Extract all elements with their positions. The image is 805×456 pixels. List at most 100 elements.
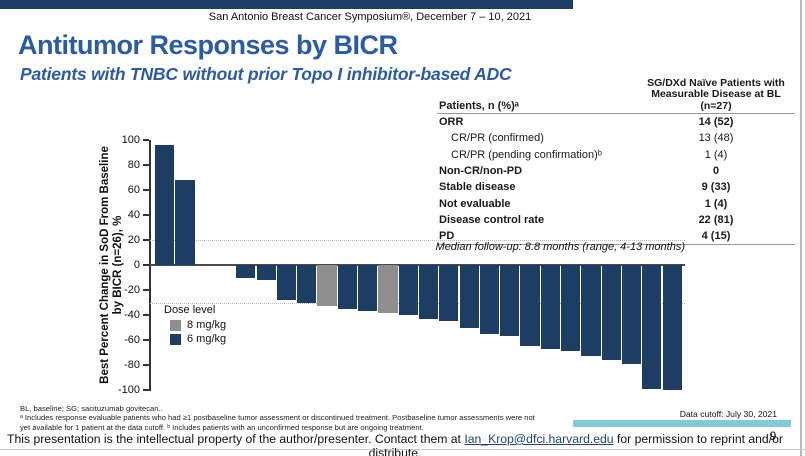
table-row: CR/PR (pending confirmation)ᵇ 1 (4) (437, 147, 795, 163)
legend-swatch-8mg (170, 319, 181, 331)
y-axis-tick-label: 80 (127, 158, 140, 171)
table-row: Not evaluable 1 (4) (437, 195, 795, 211)
table-row-label: PD (439, 230, 455, 243)
reference-line (150, 240, 685, 241)
y-axis-tick-label: 20 (127, 233, 140, 246)
waterfall-chart: Median follow-up: 8.8 months (range, 4-1… (118, 134, 685, 396)
table-row-label: ORR (439, 116, 464, 129)
footer-text-after: for permission to reprint and/or distrib… (368, 432, 783, 456)
y-axis-tick (143, 214, 149, 216)
waterfall-bar (601, 265, 621, 360)
waterfall-bar (662, 265, 682, 390)
y-axis-tick (143, 389, 149, 391)
y-axis-tick-label: 100 (121, 133, 140, 146)
y-axis-tick-label: 0 (133, 258, 140, 271)
waterfall-bar (297, 265, 317, 303)
waterfall-bar (317, 265, 337, 307)
waterfall-bar (540, 265, 560, 349)
y-axis-line (149, 140, 151, 391)
table-row: ORR 14 (52) (437, 114, 795, 130)
table-row: Stable disease 9 (33) (437, 179, 795, 195)
y-axis-tick (143, 239, 149, 241)
y-axis-tick (143, 139, 149, 141)
contact-email-link[interactable]: Ian_Krop@dfci.harvard.edu (464, 432, 614, 446)
y-axis-tick-label: -60 (124, 333, 140, 346)
y-axis-tick-label: -40 (124, 308, 140, 321)
table-col2-header-line3: (n=27) (700, 99, 732, 112)
window-right-edge (800, 0, 802, 456)
table-row-label: Not evaluable (439, 197, 511, 210)
footer-text-before: This presentation is the intellectual pr… (7, 432, 465, 446)
y-axis-tick (143, 189, 149, 191)
legend-title: Dose level (164, 304, 216, 316)
waterfall-bar (398, 265, 418, 315)
waterfall-bar (520, 265, 540, 347)
waterfall-bar (236, 265, 256, 278)
table-row-label: Stable disease (439, 181, 516, 194)
table-col2-header-line1: SG/DXd Naïve Patients with (647, 77, 785, 90)
table-row-value: 1 (4) (704, 148, 728, 161)
x-axis-line (150, 264, 685, 266)
y-axis-tick (143, 264, 149, 266)
footnote-line: yet available for 1 patient at the data … (20, 422, 424, 432)
slide-bottom-rule (0, 449, 805, 450)
waterfall-bar (155, 145, 175, 265)
top-accent-bar (0, 0, 573, 9)
legend-label-6mg: 6 mg/kg (187, 333, 227, 345)
y-axis-tick-label: -20 (124, 283, 140, 296)
table-row-value: 4 (15) (701, 230, 731, 243)
table-row-value: 0 (712, 165, 720, 178)
table-row: Non-CR/non-PD 0 (437, 163, 795, 179)
table-body: ORR 14 (52) CR/PR (confirmed) 13 (48) CR/PR … (437, 114, 795, 244)
waterfall-bar (175, 180, 195, 265)
table-row-value: 22 (81) (698, 213, 734, 226)
y-axis-tick (143, 339, 149, 341)
response-table: Patients, n (%)ᵃ SG/DXd Naïve Patients w… (437, 77, 795, 246)
table-col2-header-line2: Measurable Disease at BL (651, 88, 781, 101)
waterfall-bar (378, 265, 398, 313)
footnote-line: ᵃ Includes response evaluable patients w… (20, 413, 535, 423)
legend-item-8mg: 8 mg/kg (170, 319, 226, 331)
waterfall-bar (358, 265, 378, 312)
table-header-rule (437, 113, 795, 114)
data-cutoff-label: Data cutoff: July 30, 2021 (679, 409, 777, 419)
table-row-label: CR/PR (confirmed) (451, 132, 544, 145)
conference-header: San Antonio Breast Cancer Symposium®, De… (208, 11, 532, 23)
table-row: PD 4 (15) (437, 228, 795, 244)
page-subtitle: Patients with TNBC without prior Topo I … (20, 64, 512, 84)
y-axis-tick (143, 164, 149, 166)
table-row-value: 1 (4) (704, 197, 728, 210)
table-row: Disease control rate 22 (81) (437, 212, 795, 228)
table-row-label: CR/PR (pending confirmation)ᵇ (451, 148, 602, 161)
waterfall-bar (418, 265, 439, 319)
table-row-value: 14 (52) (698, 116, 734, 129)
waterfall-bar (561, 265, 581, 352)
waterfall-bar (581, 265, 601, 357)
dose-legend: Dose level 8 mg/kg 6 mg/kg (164, 304, 226, 345)
y-axis-tick (143, 364, 149, 366)
table-row-label: Disease control rate (439, 213, 545, 226)
y-axis-tick (143, 314, 149, 316)
y-axis-tick-label: 40 (127, 208, 140, 221)
y-axis-tick-label: -80 (124, 358, 140, 371)
y-axis-tick-label: 60 (127, 183, 140, 196)
legend-swatch-6mg (170, 333, 181, 345)
waterfall-bar (621, 265, 642, 364)
response-table-header: Patients, n (%)ᵃ SG/DXd Naïve Patients w… (437, 77, 795, 113)
waterfall-bar (500, 265, 520, 337)
footnotes: BL, baseline; SG; sacituzumab govitecan.… (20, 404, 590, 432)
waterfall-bar (479, 265, 500, 334)
legend-item-6mg: 6 mg/kg (170, 333, 226, 345)
table-col1-header: Patients, n (%)ᵃ (439, 100, 519, 112)
table-row: CR/PR (confirmed) 13 (48) (437, 130, 795, 146)
waterfall-bar (276, 265, 297, 300)
table-row-label: Non-CR/non-PD (439, 165, 523, 178)
waterfall-bar (256, 265, 276, 280)
y-axis-tick (143, 289, 149, 291)
y-axis-tick-label: -100 (117, 383, 140, 396)
table-col2-header: SG/DXd Naïve Patients with Measurable Di… (637, 77, 795, 112)
legend-label-8mg: 8 mg/kg (187, 319, 227, 331)
footnote-line: BL, baseline; SG; sacituzumab govitecan.… (20, 404, 163, 413)
teal-highlight-bar (573, 420, 791, 427)
